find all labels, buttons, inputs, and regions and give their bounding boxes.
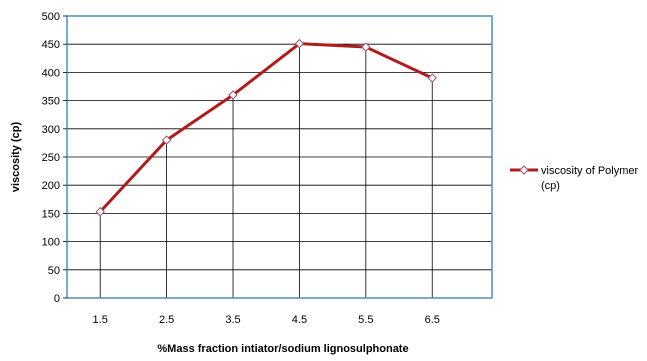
- x-tick-label: 5.5: [358, 314, 373, 326]
- legend-label-line-1: viscosity of Polymer: [541, 165, 639, 177]
- series-line: [99, 42, 433, 213]
- y-tick-label: 150: [42, 208, 60, 220]
- y-tick-label: 50: [48, 265, 60, 277]
- x-tick-label: 1.5: [93, 314, 108, 326]
- data-point: [361, 42, 371, 52]
- y-tick-label: 250: [42, 152, 60, 164]
- x-axis-ticks: 1.5 2.5 3.5 4.5 5.5 6.5: [93, 314, 440, 326]
- legend-label-line-2: (cp): [541, 180, 560, 192]
- data-point: [95, 207, 105, 217]
- y-axis-title: viscosity (cp): [10, 122, 22, 193]
- y-tick-label: 450: [42, 39, 60, 51]
- series-layer: [95, 38, 437, 217]
- y-tick-label: 350: [42, 96, 60, 108]
- x-tick-label: 2.5: [159, 314, 174, 326]
- y-tick-label: 300: [42, 124, 60, 136]
- x-tick-label: 6.5: [425, 314, 440, 326]
- legend: viscosity of Polymer (cp): [510, 165, 639, 192]
- data-point: [294, 38, 305, 49]
- drop-lines: [99, 43, 433, 298]
- y-tick-label: 400: [42, 67, 60, 79]
- legend-series-marker: [519, 165, 529, 175]
- gridlines: [67, 43, 492, 271]
- data-point: [161, 135, 172, 145]
- y-tick-label: 200: [42, 180, 60, 192]
- x-tick-label: 3.5: [225, 314, 240, 326]
- y-tick-label: 500: [42, 11, 60, 23]
- x-tick-label: 4.5: [292, 314, 307, 326]
- y-axis-ticks: 0 50 100 150 200 250 300 350 400 450 500: [42, 11, 67, 305]
- x-axis-title: %Mass fraction intiator/sodium lignosulp…: [157, 343, 408, 355]
- y-tick-label: 0: [54, 293, 60, 305]
- data-point: [427, 73, 437, 83]
- data-point: [228, 90, 238, 100]
- y-tick-label: 100: [42, 237, 60, 249]
